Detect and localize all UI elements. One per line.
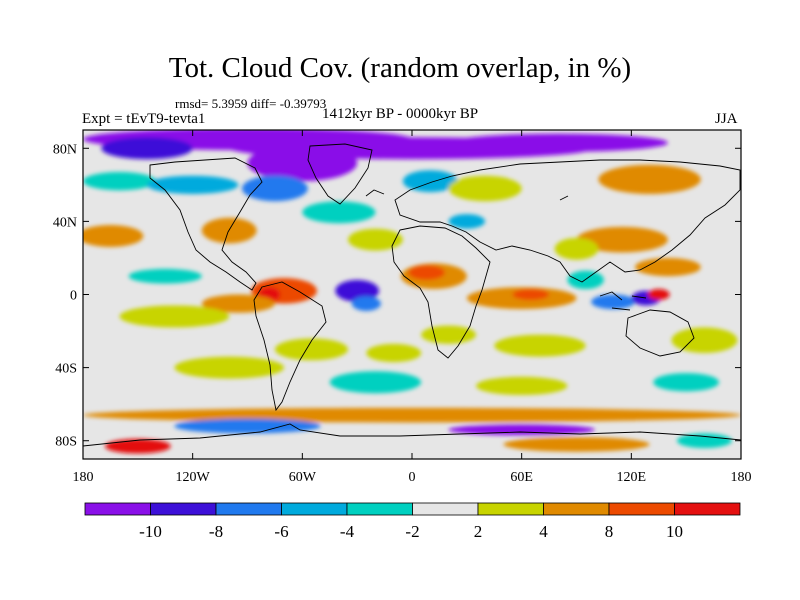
colorbar-swatch [674,502,741,516]
anomaly-region [448,175,522,202]
anomaly-region [247,144,358,182]
lat-tick-label: 80N [53,142,77,157]
anomaly-region [494,334,586,357]
anomaly-region [83,172,157,191]
coastline-antarctica [83,423,741,447]
longitude-axis: 180 120W 60W 0 60E 120E 180 [73,130,752,485]
colorbar-swatch [281,502,348,516]
anomaly-region [402,170,458,193]
anomaly-region [302,201,376,224]
lon-tick-label: 0 [409,470,416,485]
anomaly-region [351,296,381,311]
anomaly-region [576,226,668,253]
anomaly-region [448,214,486,229]
coastline-south-america [253,281,327,412]
colorbar-swatch [84,502,151,516]
anomaly-region [366,343,422,363]
anomaly-region [83,225,144,247]
anomaly-regions [83,130,741,454]
coastline-north-america [149,157,263,291]
colorbar-label: -2 [405,522,419,541]
anomaly-region [348,228,403,251]
colorbar-swatch [543,502,610,516]
anomaly-region [448,133,668,152]
anomaly-region [421,325,476,344]
coastline-africa [391,225,491,359]
lat-tick-label: 80S [55,435,77,450]
anomaly-region [201,294,275,313]
coastline-greenland [307,143,373,205]
latitude-axis: 80N 40N 0 40S 80S [53,142,741,450]
colorbar-label: 4 [539,522,548,541]
figure-title: Tot. Cloud Cov. (random overlap, in %) [168,52,632,84]
season-label: JJA [715,111,738,127]
coastline-eurasia [394,159,741,283]
colorbar-label: 10 [666,522,683,541]
anomaly-region [83,407,741,423]
lat-tick-label: 0 [70,289,77,304]
anomaly-region [101,137,193,160]
anomaly-region [408,265,445,280]
anomaly-region [598,164,701,194]
colorbar-label: 8 [605,522,614,541]
lon-tick-label: 120W [176,470,211,485]
coastline-islands [365,189,647,311]
anomaly-region [448,424,595,436]
coastlines [83,143,741,447]
anomaly-region [634,257,701,277]
experiment-label: Expt = tEvT9-tevta1 [82,111,206,127]
anomaly-region [329,371,422,394]
anomaly-region [591,294,635,310]
anomaly-region [647,289,670,300]
lon-tick-label: 60E [510,470,533,485]
lon-tick-label: 180 [731,470,752,485]
anomaly-region [174,356,285,379]
anomaly-region [242,175,308,202]
anomaly-region [335,279,380,302]
period-label: 1412kyr BP - 0000kyr BP [322,106,479,122]
anomaly-region [146,175,239,194]
lon-tick-label: 180 [73,470,94,485]
lon-tick-label: 120E [617,470,647,485]
colorbar-swatch [215,502,282,516]
map-plot-area [83,130,741,459]
colorbar-label: -8 [209,522,223,541]
colorbar-label: -10 [139,522,162,541]
colorbar: -10 -8 -6 -4 -2 2 4 8 10 [84,502,741,541]
colorbar-swatch [150,502,217,516]
colorbar-label: -6 [274,522,288,541]
anomaly-region [554,237,599,260]
anomaly-region [174,418,321,434]
colorbar-swatch [608,502,675,516]
anomaly-region [475,376,568,396]
colorbar-swatch [412,502,479,516]
lon-tick-label: 60W [289,470,317,485]
anomaly-region [677,433,732,449]
colorbar-swatch [346,502,413,516]
anomaly-region [671,327,738,353]
lat-tick-label: 40N [53,215,77,230]
colorbar-swatch [477,502,544,516]
anomaly-region [653,373,720,392]
anomaly-region [503,437,650,452]
anomaly-region [274,338,349,361]
lat-tick-label: 40S [55,362,77,377]
colorbar-label: 2 [474,522,483,541]
stats-label: rmsd= 5.3959 diff= -0.39793 [175,96,327,111]
colorbar-label: -4 [340,522,355,541]
coastline-australia [625,309,695,357]
anomaly-region [104,438,171,454]
anomaly-region [128,268,202,284]
anomaly-region [512,289,550,300]
anomaly-region [119,305,230,328]
